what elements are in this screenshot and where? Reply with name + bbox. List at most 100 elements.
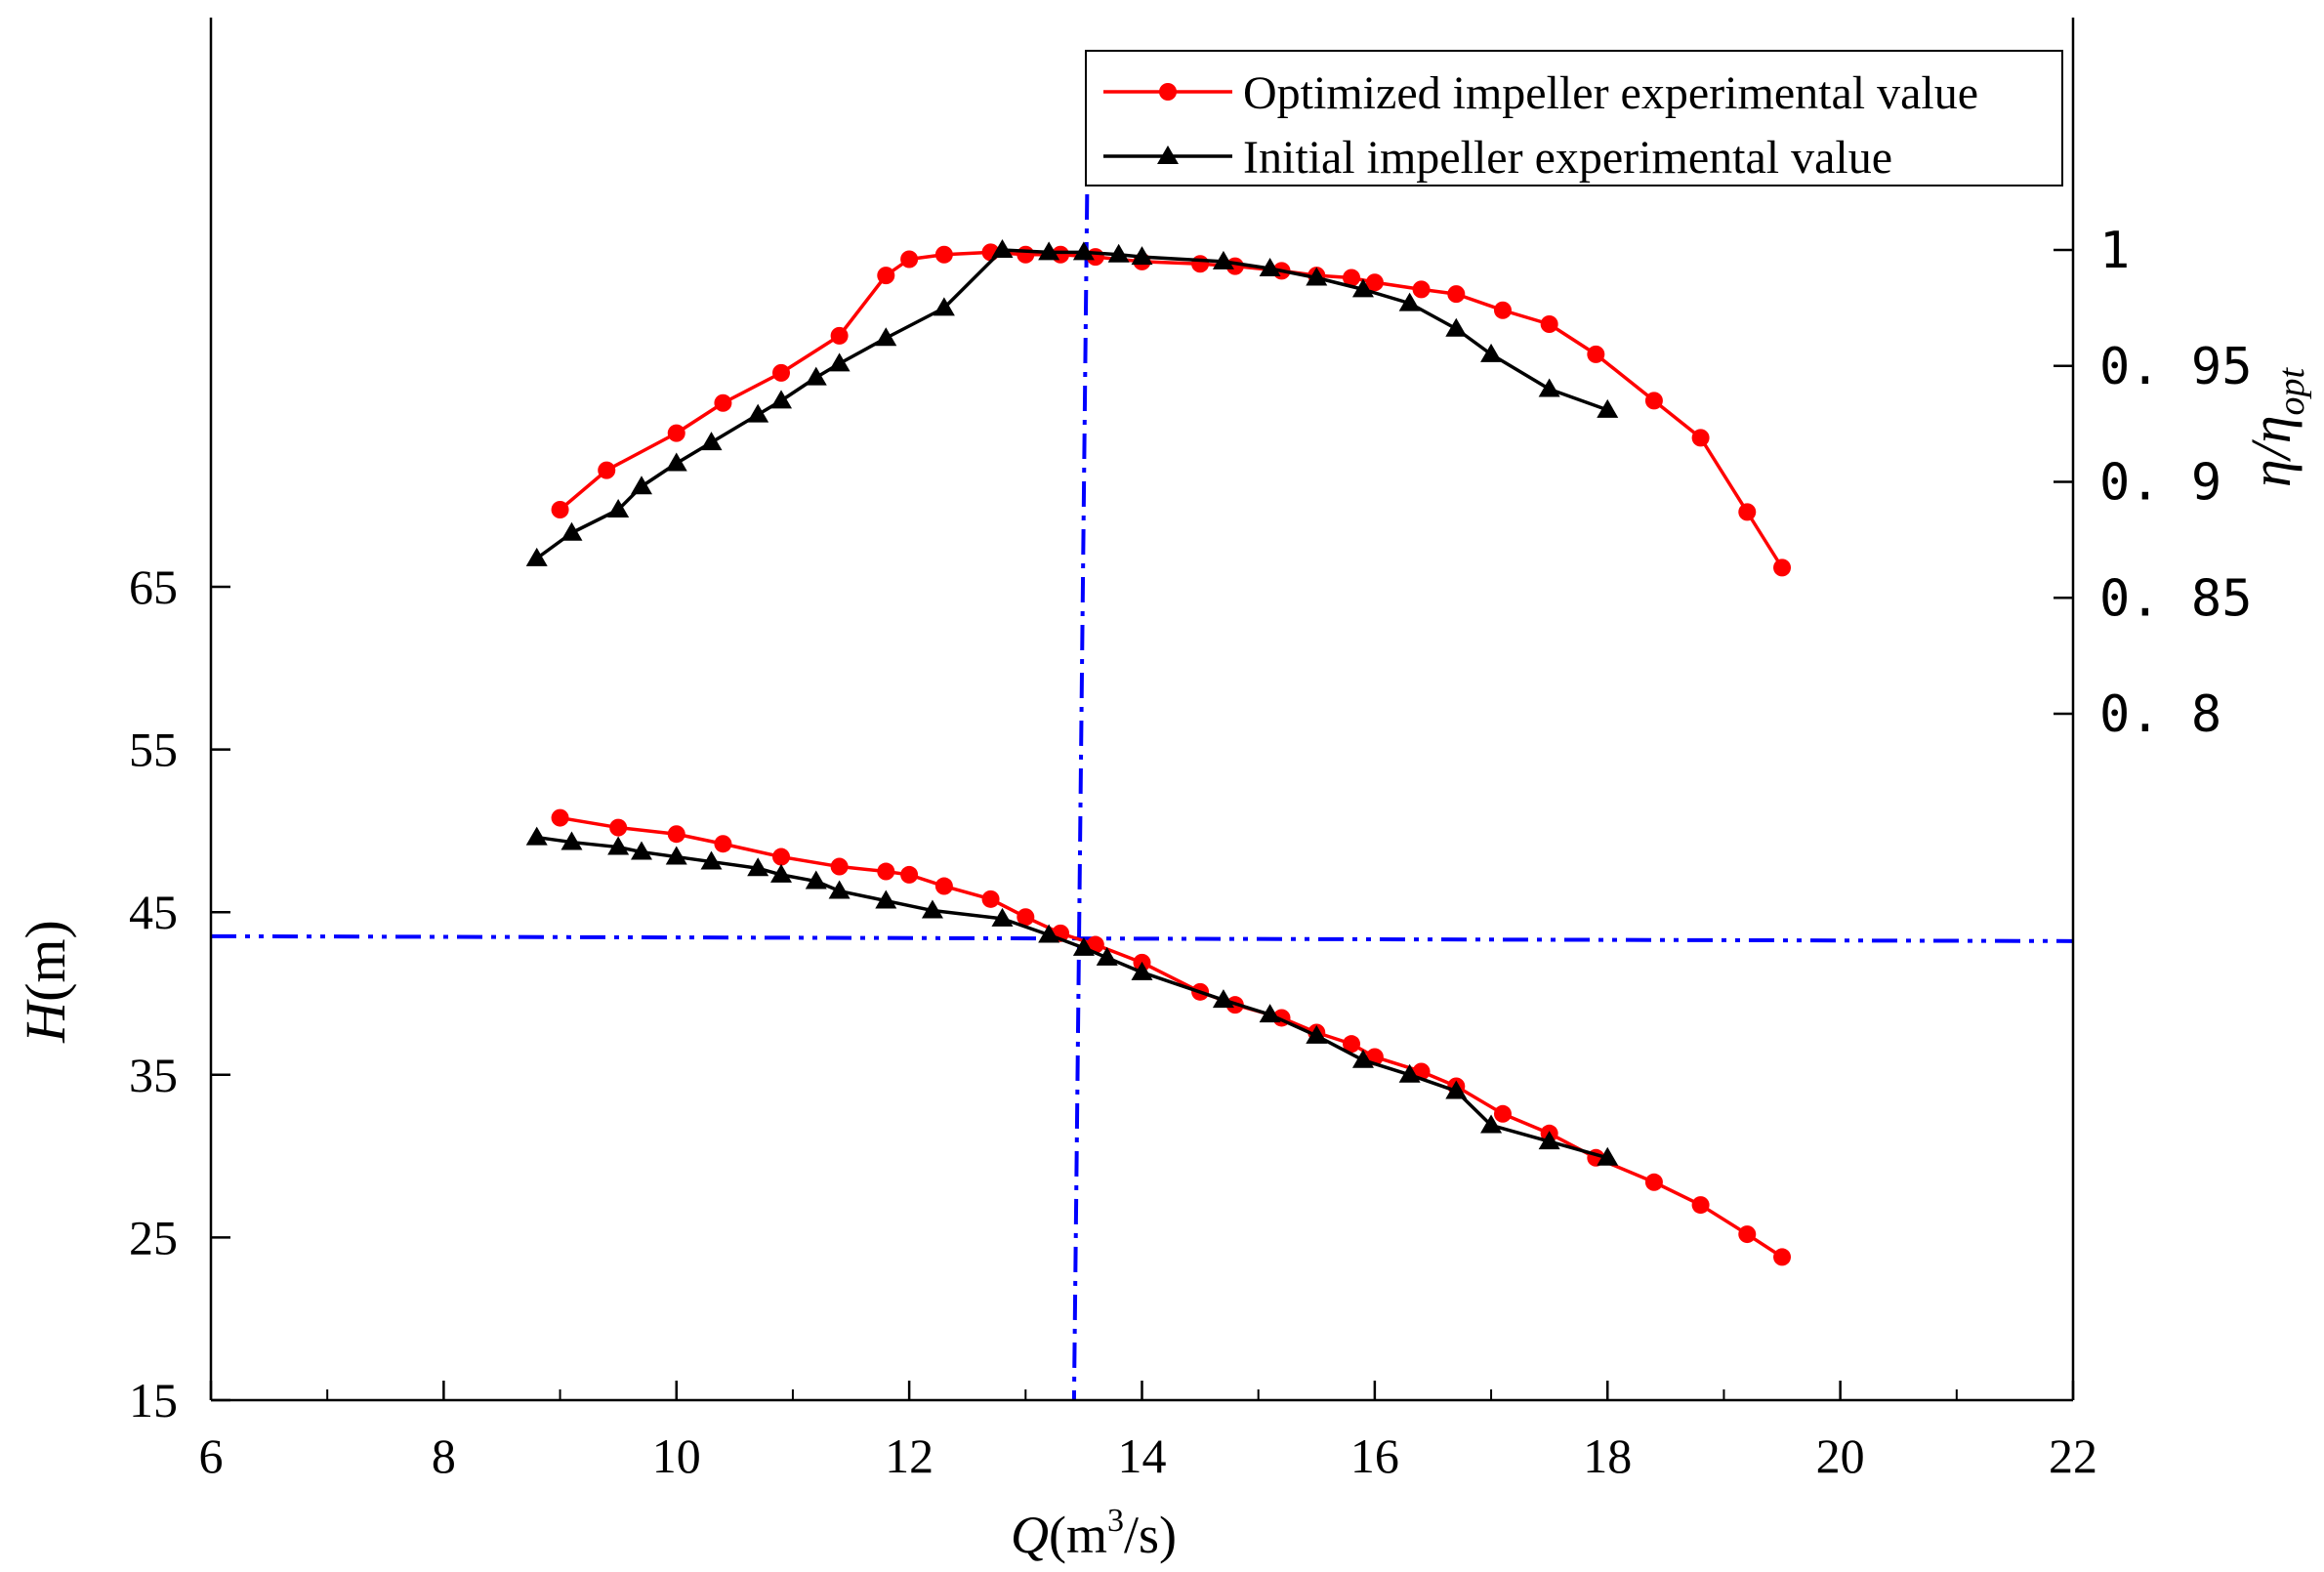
- vertical-reference-line: [1071, 50, 1091, 1401]
- y-right-tick-label: 0. 85: [2099, 569, 2253, 628]
- data-point-circle: [1493, 1104, 1512, 1123]
- y-left-tick-label: 35: [129, 1048, 178, 1102]
- data-point-triangle: [1597, 1146, 1619, 1166]
- data-point-triangle: [1480, 1114, 1503, 1134]
- data-point-triangle: [1072, 241, 1095, 261]
- x-tick-label: 16: [1350, 1428, 1399, 1483]
- data-point-triangle: [1445, 317, 1468, 337]
- data-point-triangle: [1398, 1063, 1421, 1083]
- data-point-circle: [609, 818, 628, 837]
- data-point-triangle: [828, 880, 851, 899]
- data-point-triangle: [991, 239, 1014, 258]
- data-point-circle: [551, 808, 569, 827]
- series-head-initial: [525, 826, 1619, 1166]
- data-point-circle: [714, 393, 732, 412]
- data-point-circle: [714, 835, 732, 853]
- data-point-circle: [1691, 1196, 1710, 1215]
- data-point-triangle: [1212, 989, 1234, 1009]
- x-tick-label: 10: [652, 1428, 701, 1483]
- data-point-triangle: [1398, 292, 1421, 311]
- data-point-triangle: [560, 831, 583, 850]
- data-point-circle: [1343, 1035, 1361, 1054]
- y-left-axis-title-var: H: [14, 999, 77, 1044]
- data-point-circle: [1540, 315, 1558, 333]
- data-point-circle: [1493, 301, 1512, 319]
- data-point-triangle: [747, 857, 769, 877]
- data-point-triangle: [1259, 1004, 1281, 1023]
- data-point-triangle: [1096, 946, 1118, 966]
- y-right-axis-title: η/ηopt: [2239, 366, 2312, 487]
- data-point-circle: [1447, 285, 1466, 304]
- data-point-triangle: [607, 499, 630, 517]
- data-point-circle: [1773, 1248, 1792, 1266]
- y-left-tick-label: 15: [129, 1373, 178, 1427]
- legend-entry: Initial impeller experimental value: [1103, 132, 1892, 184]
- data-point-triangle: [525, 547, 548, 566]
- data-point-circle: [1017, 245, 1035, 264]
- data-point-triangle: [665, 452, 687, 472]
- data-point-triangle: [805, 870, 827, 889]
- data-point-triangle: [991, 907, 1014, 927]
- data-point-triangle: [828, 352, 851, 372]
- legend-entry: Optimized impeller experimental value: [1103, 67, 1978, 119]
- data-point-triangle: [1131, 961, 1153, 980]
- x-axis-title-var: Q: [1011, 1506, 1049, 1564]
- data-point-triangle: [700, 850, 723, 870]
- data-point-circle: [900, 865, 919, 884]
- y-right-tick-label: 0. 8: [2099, 685, 2221, 744]
- y-left-axis-title: H(m): [14, 920, 77, 1044]
- legend-label: Initial impeller experimental value: [1243, 132, 1892, 184]
- data-point-circle: [551, 501, 569, 518]
- y-right-axis-title-main: η/η: [2239, 415, 2303, 487]
- data-point-triangle: [1072, 936, 1095, 956]
- reference-lines: [210, 50, 2074, 1401]
- legend-label: Optimized impeller experimental value: [1243, 67, 1978, 119]
- data-point-triangle: [1157, 145, 1179, 164]
- data-point-circle: [981, 889, 1000, 908]
- data-point-circle: [1191, 255, 1210, 273]
- data-point-triangle: [875, 327, 897, 347]
- x-tick-label: 12: [885, 1428, 934, 1483]
- y-right-tick-label: 0. 95: [2099, 338, 2253, 396]
- data-point-triangle: [770, 390, 793, 409]
- series-efficiency-optimized: [551, 243, 1792, 577]
- data-point-triangle: [630, 841, 652, 860]
- y-left-tick-label: 45: [129, 885, 178, 939]
- data-point-triangle: [1351, 1049, 1374, 1068]
- data-point-circle: [667, 424, 685, 442]
- data-point-circle: [1086, 935, 1104, 954]
- series-efficiency-initial: [525, 239, 1619, 566]
- data-point-triangle: [1538, 378, 1560, 397]
- data-point-triangle: [921, 899, 943, 919]
- y-right-tick-label: 0. 9: [2099, 454, 2221, 513]
- series-layer: [525, 239, 1792, 1266]
- x-tick-label: 8: [432, 1428, 456, 1483]
- data-point-circle: [1644, 1173, 1663, 1191]
- y-left-axis-title-unit: (m): [14, 920, 77, 1002]
- legend: Optimized impeller experimental value Ini…: [1085, 50, 2063, 186]
- data-point-circle: [830, 326, 849, 345]
- data-point-triangle: [1212, 250, 1234, 269]
- data-point-triangle: [1306, 267, 1328, 286]
- y-left-tick-label: 25: [129, 1210, 178, 1264]
- x-axis-title-unit-suffix: /s): [1124, 1506, 1177, 1564]
- data-point-circle: [1738, 503, 1757, 521]
- data-point-triangle: [1107, 243, 1130, 263]
- data-point-triangle: [875, 889, 897, 909]
- x-tick-label: 14: [1118, 1428, 1167, 1483]
- data-point-circle: [1365, 273, 1384, 292]
- horizontal-reference-line: [210, 933, 2074, 943]
- data-point-triangle: [933, 297, 955, 316]
- x-axis-title-superscript: 3: [1107, 1503, 1124, 1539]
- y-right-axis-title-subscript: opt: [2271, 366, 2312, 415]
- data-point-circle: [1159, 83, 1177, 101]
- data-point-triangle: [1131, 246, 1153, 266]
- data-point-triangle: [630, 476, 652, 495]
- data-point-triangle: [770, 863, 793, 883]
- data-point-triangle: [560, 521, 583, 541]
- data-point-triangle: [1480, 343, 1503, 362]
- legend-box: [1085, 50, 2063, 186]
- data-point-triangle: [1259, 258, 1281, 276]
- data-point-circle: [877, 862, 895, 881]
